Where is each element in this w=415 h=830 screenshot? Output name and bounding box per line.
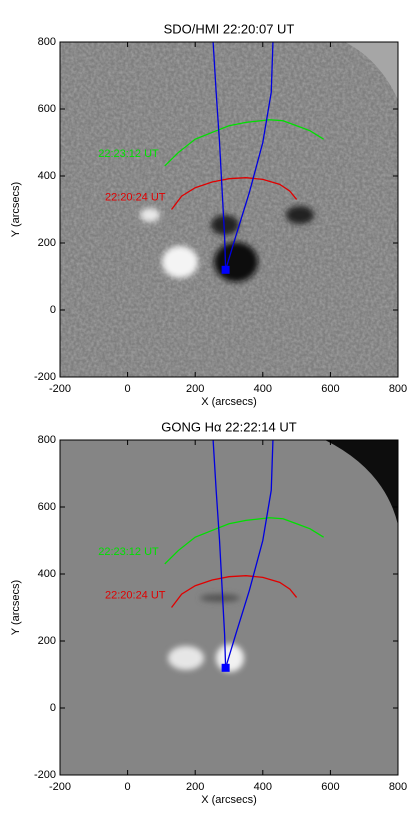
marker: [221, 265, 230, 274]
h-alpha-image: [60, 440, 398, 775]
x-tick-label: 0: [125, 383, 131, 395]
y-tick-label: -200: [34, 371, 56, 383]
y-tick-label: -200: [34, 769, 56, 781]
chart-title: SDO/HMI 22:20:07 UT: [164, 21, 295, 36]
x-tick-label: -200: [49, 383, 71, 395]
marker: [221, 663, 230, 672]
y-tick-label: 600: [38, 103, 56, 115]
x-tick-label: -200: [49, 781, 71, 793]
series-label: 22:23:12 UT: [98, 546, 159, 558]
series-label: 22:23:12 UT: [98, 148, 159, 160]
series-label: 22:20:24 UT: [105, 191, 166, 203]
series-line: [212, 42, 227, 270]
y-tick-label: 200: [38, 237, 56, 249]
overlay: [164, 440, 324, 672]
x-tick-label: 200: [186, 383, 204, 395]
y-tick-label: 200: [38, 635, 56, 647]
series-line: [212, 440, 227, 668]
series-line: [224, 440, 274, 668]
y-axis-label: Y (arcsecs): [10, 182, 22, 237]
plot-frame: [59, 41, 399, 378]
series-line: [171, 177, 298, 210]
overlay: [164, 42, 324, 274]
y-tick-label: 800: [38, 36, 56, 48]
x-axis-label: X (arcsecs): [201, 794, 257, 806]
x-tick-label: 800: [389, 383, 407, 395]
magnetogram-image: [60, 42, 398, 377]
x-tick-label: 200: [186, 781, 204, 793]
y-tick-label: 0: [50, 304, 56, 316]
y-tick-label: 800: [38, 434, 56, 446]
x-tick-label: 600: [321, 383, 339, 395]
series-line: [171, 575, 298, 608]
series-line: [164, 517, 324, 565]
x-tick-label: 400: [254, 383, 272, 395]
y-axis-label: Y (arcsecs): [10, 580, 22, 635]
x-tick-label: 600: [321, 781, 339, 793]
plot-frame: [59, 439, 399, 776]
x-tick-label: 0: [125, 781, 131, 793]
x-axis-label: X (arcsecs): [201, 396, 257, 408]
chart-title: GONG Hα 22:22:14 UT: [161, 419, 296, 434]
series-label: 22:20:24 UT: [105, 589, 166, 601]
y-tick-label: 600: [38, 501, 56, 513]
y-tick-label: 0: [50, 702, 56, 714]
y-tick-label: 400: [38, 170, 56, 182]
x-tick-label: 800: [389, 781, 407, 793]
series-line: [224, 42, 274, 270]
series-line: [164, 119, 324, 167]
x-tick-label: 400: [254, 781, 272, 793]
y-tick-label: 400: [38, 568, 56, 580]
